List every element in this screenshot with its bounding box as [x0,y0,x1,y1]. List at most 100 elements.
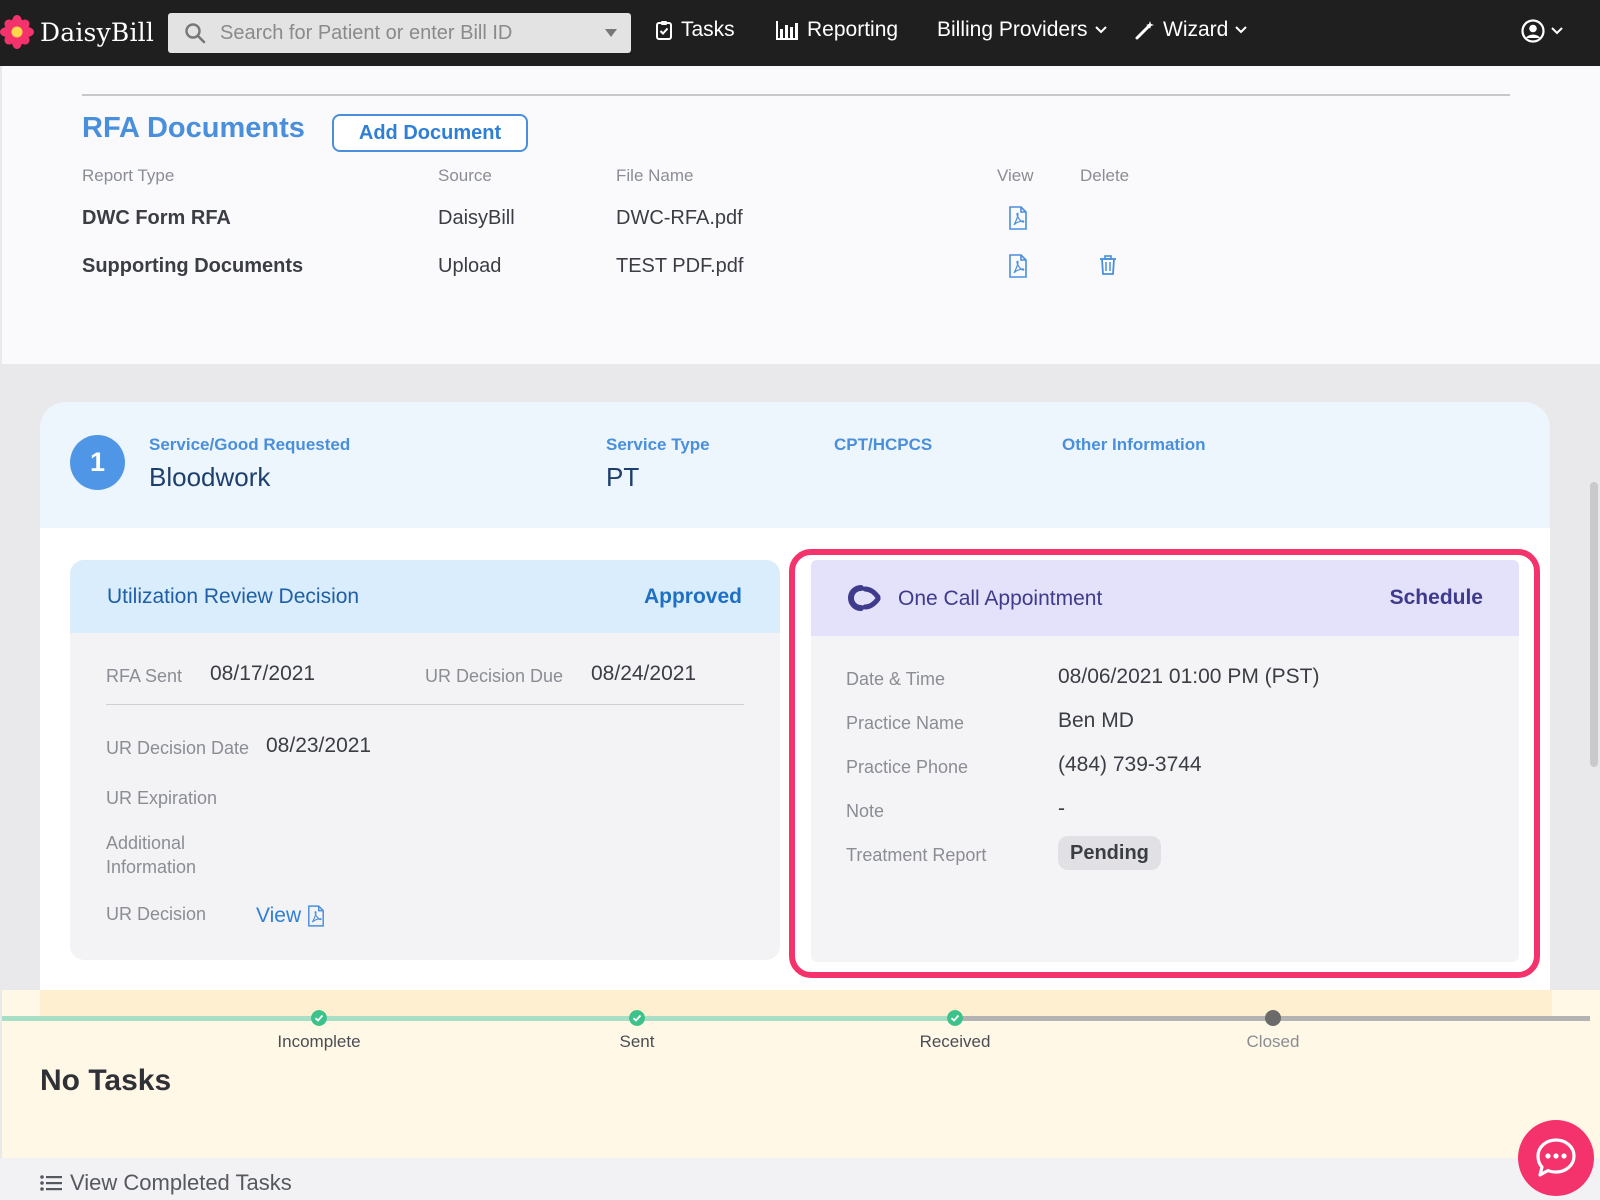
check-circle-icon [947,1010,963,1026]
nav-billing-providers-label: Billing Providers [937,18,1088,41]
ur-decision-due-label: UR Decision Due [425,666,564,686]
magic-wand-icon [1135,21,1154,40]
user-menu[interactable] [1521,19,1563,43]
table-row-source: Upload [438,255,502,277]
chat-button[interactable] [1518,1120,1594,1196]
note-value: - [1058,797,1065,820]
bottom-strip [0,1158,1600,1200]
practice-name-value: Ben MD [1058,709,1134,732]
nav-wizard[interactable]: Wizard [1135,18,1255,42]
service-requested-label: Service/Good Requested [149,435,351,454]
additional-information-label: Additional Information [106,833,197,877]
rfa-sent-value: 08/17/2021 [210,662,316,685]
column-header-delete: Delete [1080,166,1130,185]
ur-decision-date-label: UR Decision Date [106,738,250,758]
date-time-value: 08/06/2021 01:00 PM (PST) [1058,665,1320,688]
practice-phone-label: Practice Phone [846,757,969,777]
divider [106,704,744,705]
nav-tasks-label: Tasks [681,18,735,41]
chevron-down-icon [1094,26,1107,34]
one-call-title: One Call Appointment [898,587,1103,610]
practice-phone-value: (484) 739-3744 [1058,753,1202,776]
treatment-report-label: Treatment Report [846,845,987,865]
one-call-header: One Call Appointment Schedule [811,560,1519,636]
ur-decision-label: UR Decision [106,904,207,924]
table-row-source: DaisyBill [438,207,515,229]
trash-icon[interactable] [1099,255,1117,275]
chevron-down-icon [1551,27,1563,35]
check-circle-icon [629,1010,645,1026]
column-header-file-name: File Name [616,166,694,185]
divider [82,94,1510,96]
brand-logo[interactable]: DaisyBill [0,15,154,49]
date-time-label: Date & Time [846,669,946,689]
pdf-file-icon[interactable] [1008,206,1028,230]
utilization-review-panel: Utilization Review Decision Approved RFA… [70,560,780,960]
pdf-file-icon [308,905,325,927]
service-requested-value: Bloodwork [149,462,271,492]
step-label-sent: Sent [619,1032,655,1051]
no-tasks-message: No Tasks [40,1064,172,1097]
search-input[interactable] [220,21,590,45]
cpt-hcpcs-label: CPT/HCPCS [834,435,933,454]
ur-status-badge: Approved [643,585,742,608]
step-label-incomplete: Incomplete [277,1032,361,1051]
top-nav: DaisyBill Tasks Reporting Billing Provid… [0,0,1600,66]
service-number-badge: 1 [70,435,125,490]
chat-bubble-icon [1536,1138,1576,1177]
service-type-label: Service Type [606,435,710,454]
tasks-section: Incomplete Sent Received Closed No Tasks [2,990,1600,1158]
ur-decision-date-value: 08/23/2021 [266,734,372,757]
add-document-button[interactable]: Add Document [332,114,528,152]
note-label: Note [846,801,885,821]
rfa-documents-section: RFA Documents Add Document Report Type S… [2,66,1600,364]
bar-chart-icon [776,21,798,40]
nav-reporting[interactable]: Reporting [775,18,898,42]
other-information-label: Other Information [1062,435,1206,454]
scrollbar-thumb[interactable] [1590,482,1598,767]
tasks-band [40,990,1552,1016]
service-type-value: PT [606,462,640,492]
patient-search[interactable] [168,13,631,53]
nav-wizard-label: Wizard [1163,18,1229,41]
practice-name-label: Practice Name [846,713,965,733]
user-circle-icon [1521,19,1545,43]
table-row-file-name: DWC-RFA.pdf [616,207,743,229]
ur-header: Utilization Review Decision Approved [70,560,780,633]
nav-billing-providers[interactable]: Billing Providers [937,18,1115,42]
step-pending-dot [1265,1010,1281,1026]
one-call-logo-icon [848,585,881,611]
rfa-documents-title: RFA Documents [82,112,305,144]
ur-decision-due-value: 08/24/2021 [591,662,697,685]
ur-title: Utilization Review Decision [107,585,360,608]
view-completed-label: View Completed Tasks [70,1170,292,1195]
progress-track-complete [2,1016,955,1021]
one-call-highlight [789,549,1540,978]
rfa-sent-label: RFA Sent [106,666,183,686]
step-label-closed: Closed [1246,1032,1300,1051]
step-label-received: Received [919,1032,991,1051]
pdf-file-icon[interactable] [1008,254,1028,278]
brand-name: DaisyBill [40,17,155,47]
table-row-file-name: TEST PDF.pdf [616,255,744,277]
chevron-down-icon[interactable] [605,29,617,37]
clipboard-check-icon [656,21,672,40]
table-row-report-type: Supporting Documents [82,255,304,277]
daisy-flower-icon [0,15,34,49]
search-icon [185,23,206,44]
chevron-down-icon [1235,26,1248,34]
treatment-report-status-badge: Pending [1058,836,1161,870]
view-ur-decision-link[interactable]: View [256,904,325,928]
service-request-card: 1 Service/Good Requested Bloodwork Servi… [40,402,1550,528]
list-icon [40,1175,62,1191]
ur-expiration-label: UR Expiration [106,788,218,808]
view-completed-tasks-link[interactable]: View Completed Tasks [40,1170,292,1196]
schedule-button[interactable]: Schedule [1389,586,1483,609]
column-header-view: View [997,166,1034,185]
table-row-report-type: DWC Form RFA [82,207,231,229]
check-circle-icon [311,1010,327,1026]
nav-tasks[interactable]: Tasks [655,18,735,42]
view-link-label: View [256,904,302,927]
one-call-appointment-panel: One Call Appointment Schedule Date & Tim… [811,560,1519,962]
column-header-source: Source [438,166,492,185]
